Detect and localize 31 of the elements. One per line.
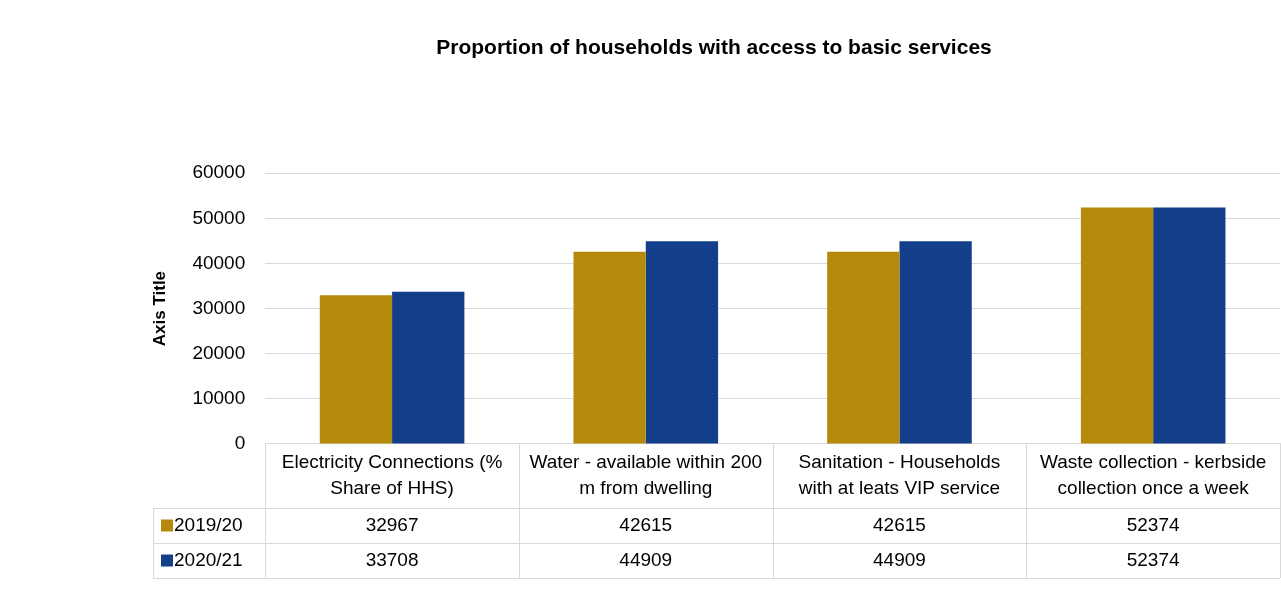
data-label: 52374 xyxy=(1126,513,1180,535)
bar xyxy=(1153,207,1226,444)
x-tick-label: Sanitation - Households with at leats VIP service xyxy=(797,451,1001,499)
y-tick-label: 60000 xyxy=(192,161,246,183)
y-tick-label: 40000 xyxy=(192,251,246,273)
bar xyxy=(645,241,719,444)
data-label: 44909 xyxy=(873,548,926,570)
data-label: 42615 xyxy=(873,513,926,535)
y-tick-label: 30000 xyxy=(192,296,246,318)
legend-label: 2019/20 xyxy=(174,513,243,535)
y-axis-title: Axis Title xyxy=(149,270,169,347)
data-label: 32967 xyxy=(365,513,419,535)
x-tick-label: Electricity Connections (% Share of HHS) xyxy=(281,451,503,499)
bar xyxy=(827,251,900,444)
y-tick-label: 20000 xyxy=(192,341,246,363)
bar xyxy=(319,295,393,444)
data-label: 52374 xyxy=(1126,548,1180,570)
y-tick-label: 10000 xyxy=(192,387,246,409)
bar xyxy=(1080,207,1154,444)
data-label: 42615 xyxy=(619,513,673,535)
bar xyxy=(392,291,465,444)
bar xyxy=(899,241,972,444)
x-tick-label: Waste collection - kerbside collection once a week xyxy=(1039,451,1267,499)
bar xyxy=(573,251,646,444)
y-tick-label: 0 xyxy=(234,432,246,454)
x-tick-label: Water - available within 200 m from dwelling xyxy=(529,451,763,499)
data-label: 44909 xyxy=(619,548,673,570)
y-tick-label: 50000 xyxy=(192,206,246,228)
chart-title: Proportion of households with access to basic services xyxy=(436,35,992,59)
data-label: 33708 xyxy=(365,548,419,570)
legend-label: 2020/21 xyxy=(174,548,243,570)
